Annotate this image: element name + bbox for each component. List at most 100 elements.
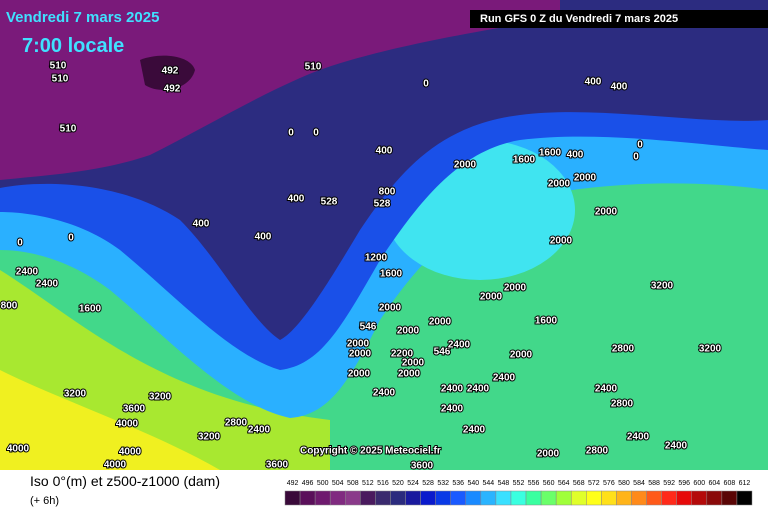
- legend-swatch: [736, 490, 753, 506]
- contour-label: 400: [585, 77, 602, 88]
- region-purple: [0, 0, 560, 180]
- contour-label: 546: [434, 347, 451, 358]
- legend-label: 492: [287, 480, 299, 487]
- time-title: 7:00 locale: [22, 35, 124, 57]
- legend-swatch: [661, 490, 677, 506]
- contour-label: 492: [162, 66, 179, 77]
- legend-label: 532: [437, 480, 449, 487]
- contour-label: 1200: [365, 253, 388, 264]
- contour-label: 2000: [510, 350, 533, 361]
- contour-label: 2000: [379, 303, 402, 314]
- legend-label: 568: [573, 480, 585, 487]
- contour-label: 0: [637, 140, 643, 151]
- contour-label: 2000: [480, 292, 503, 303]
- legend-label: 604: [708, 480, 720, 487]
- contour-label: 4000: [104, 460, 127, 471]
- contour-label: 0: [633, 152, 639, 163]
- contour-label: 2800: [612, 344, 635, 355]
- legend-label: 552: [513, 480, 525, 487]
- legend-swatch: [284, 490, 301, 506]
- legend-swatch: [375, 490, 391, 506]
- legend-swatch: [360, 490, 376, 506]
- contour-label: 492: [164, 84, 181, 95]
- contour-label: 2400: [36, 279, 59, 290]
- legend-label: 592: [663, 480, 675, 487]
- contour-label: 2000: [348, 369, 371, 380]
- legend-label: 524: [407, 480, 419, 487]
- contour-label: 2000: [454, 160, 477, 171]
- contour-label: 400: [611, 82, 628, 93]
- contour-label: 4000: [7, 444, 30, 455]
- legend-swatch: [646, 490, 662, 506]
- legend-swatch: [631, 490, 647, 506]
- legend-swatch: [540, 490, 557, 506]
- contour-label: 2400: [448, 340, 471, 351]
- contour-label: 2400: [248, 425, 271, 436]
- legend-label: 496: [302, 480, 314, 487]
- contour-label: 510: [305, 62, 322, 73]
- contour-label: 2400: [16, 267, 39, 278]
- legend-swatch: [510, 490, 527, 506]
- date-title: Vendredi 7 mars 2025: [6, 9, 159, 26]
- contour-label: 2000: [550, 236, 573, 247]
- contour-label: 510: [50, 61, 67, 72]
- contour-label: 2400: [441, 404, 464, 415]
- legend-label: 576: [603, 480, 615, 487]
- legend-swatch: [691, 490, 708, 506]
- contour-label: 2800: [611, 399, 634, 410]
- contour-label: 2000: [429, 317, 452, 328]
- legend-label: 500: [317, 480, 329, 487]
- contour-label: 2000: [574, 173, 597, 184]
- region-yellow: [0, 370, 220, 470]
- legend-label: 596: [678, 480, 690, 487]
- contour-label: 3600: [266, 460, 289, 471]
- legend: 492 496 500 504 508 512 516 520 524 528 532 536 540 5…: [284, 480, 753, 506]
- contour-label: 0: [313, 128, 319, 139]
- contour-label: 2000: [504, 283, 527, 294]
- legend-swatch: [480, 490, 497, 506]
- legend-swatch: [570, 490, 587, 506]
- legend-swatch: [676, 490, 692, 506]
- contour-label: 2000: [548, 179, 571, 190]
- legend-swatch: [329, 490, 346, 506]
- copyright: Copyright © 2025 Meteociel.fr: [300, 446, 441, 457]
- legend-swatch: [495, 490, 512, 506]
- contour-label: 800: [379, 187, 396, 198]
- contour-label: 2400: [467, 384, 490, 395]
- legend-label: 608: [724, 480, 736, 487]
- contour-label: 2400: [441, 384, 464, 395]
- legend-label: 612: [739, 480, 751, 487]
- run-bar: [470, 10, 768, 28]
- legend-swatch: [435, 490, 451, 506]
- contour-label: 4000: [119, 447, 142, 458]
- run-info: Run GFS 0 Z du Vendredi 7 mars 2025: [480, 13, 678, 25]
- contour-label: 528: [374, 199, 391, 210]
- legend-swatch: [420, 490, 436, 506]
- legend-swatch: [450, 490, 467, 506]
- contour-label: 400: [193, 219, 210, 230]
- contour-label: 546: [360, 322, 377, 333]
- contour-label: 528: [321, 197, 338, 208]
- legend-swatch: [314, 490, 331, 506]
- legend-swatch: [721, 490, 738, 506]
- contour-label: 3200: [149, 392, 172, 403]
- contour-label: 0: [68, 233, 74, 244]
- contour-label: 0: [288, 128, 294, 139]
- legend-label: 504: [332, 480, 344, 487]
- legend-label: 572: [588, 480, 600, 487]
- contour-label: 2400: [627, 432, 650, 443]
- contour-label: 0: [17, 238, 23, 249]
- contour-label: 2000: [402, 358, 425, 369]
- legend-label: 564: [558, 480, 570, 487]
- legend-swatch: [390, 490, 406, 506]
- legend-swatch: [601, 490, 617, 506]
- contour-label: 400: [255, 232, 272, 243]
- legend-label: 540: [467, 480, 479, 487]
- contour-label: 2000: [595, 207, 618, 218]
- contour-label: 3600: [123, 404, 146, 415]
- contour-label: 1600: [535, 316, 558, 327]
- legend-swatch: [405, 490, 421, 506]
- legend-label: 528: [422, 480, 434, 487]
- legend-swatch: [525, 490, 542, 506]
